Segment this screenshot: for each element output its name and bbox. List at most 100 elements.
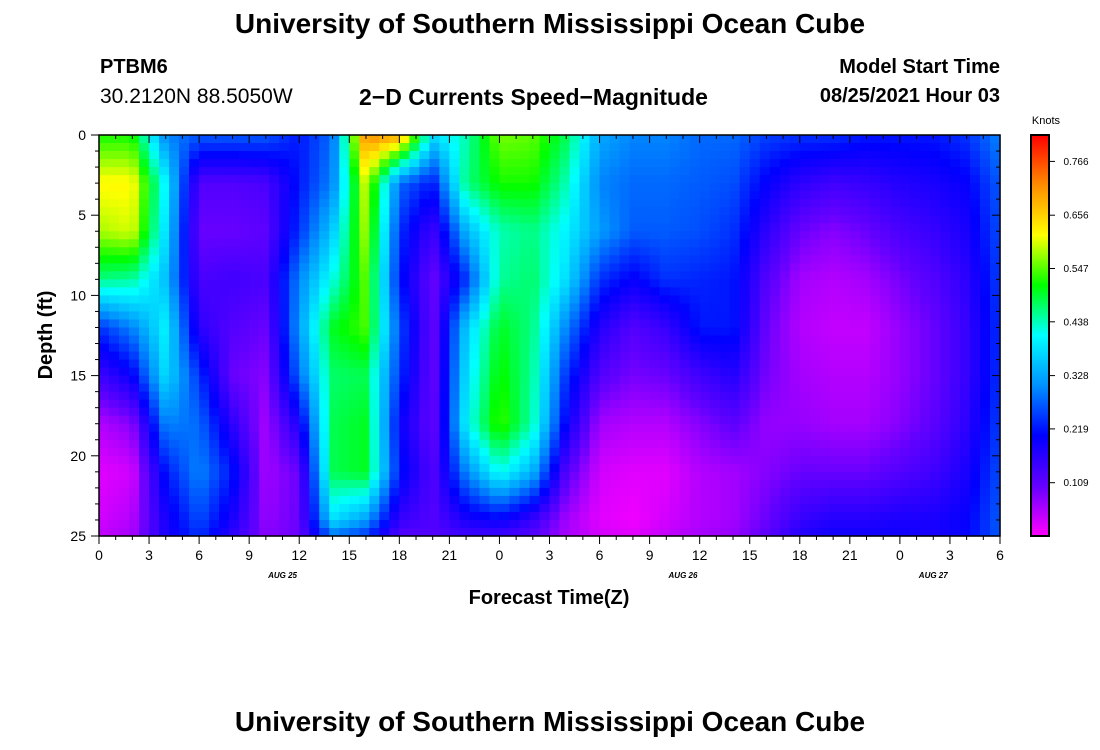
heatmap-cell <box>779 135 791 144</box>
heatmap-cell <box>509 487 521 497</box>
heatmap-cell <box>829 223 841 232</box>
heatmap-cell <box>729 199 741 208</box>
heatmap-cell <box>869 527 881 537</box>
heatmap-cell <box>209 303 220 313</box>
heatmap-cell <box>179 255 190 264</box>
heatmap-cell <box>329 463 340 473</box>
heatmap-cell <box>159 215 170 224</box>
heatmap-cell <box>189 295 200 305</box>
heatmap-cell <box>759 295 771 305</box>
heatmap-cell <box>689 231 701 240</box>
heatmap-cell <box>859 407 871 417</box>
heatmap-cell <box>199 279 210 288</box>
colorbar-tick-label: 0.328 <box>1063 371 1088 382</box>
heatmap-cell <box>359 215 370 224</box>
heatmap-cell <box>979 511 991 521</box>
heatmap-cell <box>829 495 841 505</box>
heatmap-cell <box>479 447 491 457</box>
heatmap-cell <box>469 287 481 296</box>
heatmap-cell <box>979 207 991 216</box>
heatmap-cell <box>219 191 230 200</box>
heatmap-cell <box>719 263 731 272</box>
heatmap-cell <box>249 439 260 449</box>
heatmap-cell <box>989 271 1001 280</box>
heatmap-cell <box>549 455 561 465</box>
heatmap-cell <box>829 183 841 192</box>
heatmap-cell <box>639 215 651 224</box>
heatmap-cell <box>319 495 330 505</box>
heatmap-cell <box>759 327 771 337</box>
heatmap-cell <box>439 527 450 537</box>
heatmap-cell <box>299 239 310 248</box>
heatmap-cell <box>699 167 711 176</box>
heatmap-cell <box>509 231 521 240</box>
heatmap-cell <box>279 303 290 313</box>
heatmap-cell <box>679 295 691 305</box>
heatmap-cell <box>359 487 370 497</box>
heatmap-cell <box>819 487 831 497</box>
heatmap-cell <box>839 479 851 489</box>
heatmap-cell <box>599 519 611 529</box>
heatmap-cell <box>839 447 851 457</box>
heatmap-cell <box>809 311 821 321</box>
heatmap-cell <box>519 279 531 288</box>
heatmap-cell <box>459 303 471 313</box>
heatmap-cell <box>819 335 831 345</box>
heatmap-cell <box>629 519 641 529</box>
heatmap-cell <box>909 295 921 305</box>
heatmap-cell <box>419 183 430 192</box>
heatmap-cell <box>579 311 591 321</box>
heatmap-cell <box>359 295 370 305</box>
heatmap-cell <box>899 207 911 216</box>
heatmap-cell <box>679 463 691 473</box>
heatmap-cell <box>739 263 751 272</box>
heatmap-cell <box>499 215 511 224</box>
heatmap-cell <box>899 519 911 529</box>
heatmap-cell <box>299 135 310 144</box>
heatmap-cell <box>879 303 891 313</box>
heatmap-cell <box>599 207 611 216</box>
heatmap-cell <box>709 447 721 457</box>
heatmap-cell <box>189 303 200 313</box>
heatmap-cell <box>499 175 511 184</box>
heatmap-cell <box>929 479 941 489</box>
heatmap-cell <box>319 367 330 377</box>
heatmap-cell <box>869 455 881 465</box>
heatmap-cell <box>749 199 761 208</box>
heatmap-cell <box>559 383 571 393</box>
heatmap-cell <box>969 191 981 200</box>
heatmap-cell <box>259 279 270 288</box>
heatmap-cell <box>419 423 430 433</box>
heatmap-cell <box>119 447 130 457</box>
heatmap-cell <box>979 407 991 417</box>
y-tick-label: 5 <box>78 207 86 223</box>
heatmap-cell <box>729 223 741 232</box>
heatmap-cell <box>609 247 621 256</box>
heatmap-cell <box>279 159 290 168</box>
heatmap-cell <box>429 303 440 313</box>
heatmap-cell <box>849 287 861 296</box>
heatmap-cell <box>169 383 180 393</box>
heatmap-cell <box>769 423 781 433</box>
heatmap-cell <box>369 423 380 433</box>
heatmap-cell <box>389 263 400 272</box>
x-tick-label: 21 <box>842 547 858 563</box>
heatmap-cell <box>399 303 410 313</box>
heatmap-cell <box>879 199 891 208</box>
heatmap-cell <box>479 359 491 369</box>
heatmap-cell <box>789 359 801 369</box>
heatmap-cell <box>949 479 961 489</box>
heatmap-cell <box>639 135 651 144</box>
colorbar-tick-label: 0.109 <box>1063 478 1088 489</box>
heatmap-cell <box>289 263 300 272</box>
heatmap-cell <box>739 399 751 409</box>
heatmap-cell <box>939 151 951 160</box>
heatmap-cell <box>689 343 701 353</box>
heatmap-cell <box>659 303 671 313</box>
heatmap-cell <box>359 407 370 417</box>
heatmap-cell <box>259 319 270 329</box>
heatmap-cell <box>909 183 921 192</box>
heatmap-cell <box>689 143 701 152</box>
heatmap-cell <box>839 167 851 176</box>
heatmap-cell <box>359 351 370 361</box>
